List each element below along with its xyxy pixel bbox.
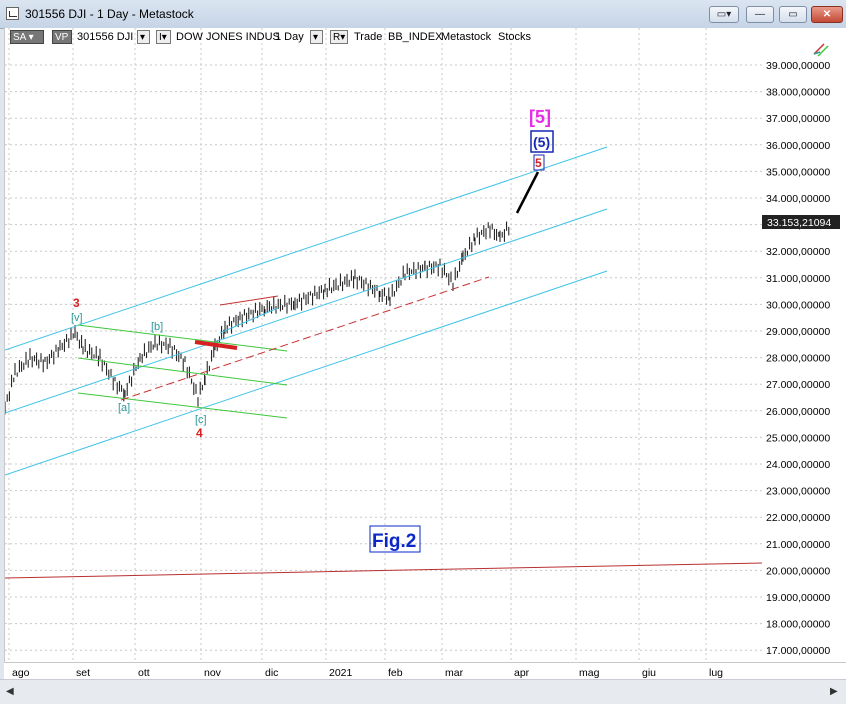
y-tick-label: 28.000,00000 [766, 353, 830, 365]
horizontal-scrollbar[interactable]: ◀ ▶ [0, 679, 846, 704]
y-tick-label: 26.000,00000 [766, 406, 830, 418]
wave-c-label: [c] [195, 414, 207, 426]
symbol-label: 301556 DJI [77, 31, 134, 43]
x-tick-label: feb [388, 667, 403, 679]
channel-middle-line [4, 208, 608, 414]
title-bar: 301556 DJI - 1 Day - Metastock ▭▾ — ▭ ✕ [0, 0, 846, 29]
y-tick-label: 20.000,00000 [766, 565, 830, 577]
green-line-lower [77, 392, 288, 419]
current-value-box [762, 215, 840, 229]
chart-app-icon [6, 7, 19, 20]
chart-plot-area[interactable]: 3 [v] [b] [a] [c] 4 5 (5) [5] Fig.2 [4, 28, 764, 662]
sa-label: SA [13, 32, 26, 43]
trade-link[interactable]: Trade [354, 31, 383, 43]
y-tick-label: 34.000,00000 [766, 193, 830, 205]
sa-button[interactable]: SA ▾ [10, 30, 44, 44]
y-tick-label: 18.000,00000 [766, 619, 830, 631]
y-tick-label: 21.000,00000 [766, 539, 830, 551]
time-axis[interactable]: ago set ott nov dic 2021 feb mar apr mag giu lug [4, 662, 846, 680]
period-button[interactable]: I▾ [156, 30, 171, 44]
scroll-right-icon[interactable]: ▶ [830, 686, 838, 697]
metastock-link[interactable]: Metastock [441, 31, 492, 43]
stocks-link[interactable]: Stocks [498, 31, 532, 43]
wave-4-label: 4 [196, 426, 203, 440]
x-tick-label: mar [445, 667, 464, 679]
minimize-button[interactable]: — [746, 6, 774, 23]
blue-triangle-line [219, 307, 279, 334]
window-title: 301556 DJI - 1 Day - Metastock [25, 7, 194, 21]
price-axis[interactable]: 39.000,00000 38.000,00000 37.000,00000 36.0… [762, 28, 846, 662]
wave-a-label: [a] [118, 402, 130, 414]
channel-upper-line [4, 146, 608, 351]
y-tick-label: 23.000,00000 [766, 486, 830, 498]
x-tick-label: mag [579, 667, 600, 679]
security-name: DOW JONES INDUS [176, 31, 280, 43]
red-long-line [4, 562, 764, 579]
wave-3-label: 3 [73, 296, 80, 310]
projection-line [515, 171, 540, 214]
x-tick-label: nov [204, 667, 222, 679]
current-value-label: 33.153,21094 [767, 217, 831, 229]
red-thick-segment [194, 340, 238, 350]
sa-chevron-down-icon: ▾ [28, 32, 34, 43]
x-tick-label: 2021 [329, 667, 353, 679]
r-button[interactable]: R▾ [330, 30, 348, 44]
y-tick-label: 25.000,00000 [766, 432, 830, 444]
wave-5-red-box [533, 154, 545, 171]
y-tick-label: 30.000,00000 [766, 299, 830, 311]
green-line-upper [77, 324, 288, 352]
maximize-button[interactable]: ▭ [779, 6, 807, 23]
trend-tool-icon[interactable] [813, 43, 829, 57]
x-tick-label: ago [12, 667, 30, 679]
x-tick-label: ott [138, 667, 150, 679]
wave-5-magenta-label: [5] [529, 107, 551, 127]
y-tick-label: 17.000,00000 [766, 645, 830, 657]
y-tick-label: 32.000,00000 [766, 246, 830, 258]
y-tick-label: 24.000,00000 [766, 459, 830, 471]
x-tick-label: lug [709, 667, 723, 679]
y-tick-label: 39.000,00000 [766, 60, 830, 72]
symbol-dropdown[interactable]: ▾ [137, 30, 150, 44]
fig-label: Fig.2 [372, 531, 416, 552]
price-axis-svg: 39.000,00000 38.000,00000 37.000,00000 36.0… [762, 43, 840, 657]
x-tick-label: dic [265, 667, 278, 679]
x-tick-label: giu [642, 667, 656, 679]
scroll-left-icon[interactable]: ◀ [6, 686, 14, 697]
wave-5-red-label: 5 [535, 156, 542, 170]
x-tick-label: set [76, 667, 90, 679]
red-triangle-line [219, 295, 279, 306]
green-line-middle [77, 357, 288, 386]
grid [5, 28, 763, 662]
price-bars [4, 221, 510, 415]
y-tick-label: 29.000,00000 [766, 326, 830, 338]
y-tick-label: 22.000,00000 [766, 512, 830, 524]
time-axis-svg: ago set ott nov dic 2021 feb mar apr mag giu lug [12, 667, 723, 679]
wave-5-blue-label: (5) [533, 134, 550, 150]
y-tick-label: 19.000,00000 [766, 592, 830, 604]
x-tick-label: apr [514, 667, 530, 679]
y-tick-label: 37.000,00000 [766, 113, 830, 125]
red-dashed-trendline [120, 276, 490, 401]
x-tick-labels: ago set ott nov dic 2021 feb mar apr mag giu lug [12, 667, 723, 679]
y-tick-labels: 39.000,00000 38.000,00000 37.000,00000 36.0… [766, 60, 830, 657]
price-chart[interactable]: 3 [v] [b] [a] [c] 4 5 (5) [5] Fig.2 [4, 28, 764, 662]
fig-label-box [369, 525, 421, 553]
bb-index-link[interactable]: BB_INDEX [388, 31, 443, 43]
window-layout-button[interactable]: ▭▾ [709, 6, 739, 23]
vp-button[interactable]: VP [52, 30, 72, 44]
y-tick-label: 36.000,00000 [766, 140, 830, 152]
y-tick-label: 27.000,00000 [766, 379, 830, 391]
channel-lower-line [4, 270, 608, 476]
interval-dropdown[interactable]: ▾ [310, 30, 323, 44]
close-button[interactable]: ✕ [811, 6, 843, 23]
wave-5-blue-box [530, 130, 554, 153]
y-tick-label: 38.000,00000 [766, 87, 830, 99]
wave-v-label: [v] [71, 312, 83, 324]
interval-label: 1 Day [275, 31, 304, 43]
wave-b-label: [b] [151, 321, 163, 333]
y-tick-label: 31.000,00000 [766, 273, 830, 285]
y-tick-label: 35.000,00000 [766, 166, 830, 178]
